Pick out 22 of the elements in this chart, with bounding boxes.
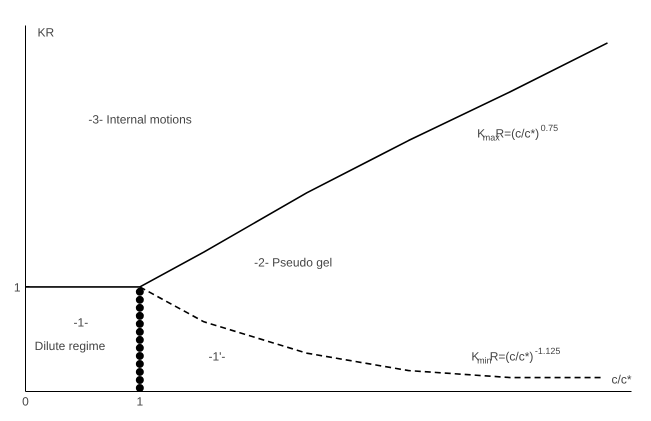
- point: [136, 304, 144, 312]
- annotation: -1'-: [208, 350, 226, 364]
- x-axis-title: c/c*: [611, 372, 632, 386]
- point: [136, 368, 144, 376]
- point: [136, 376, 144, 384]
- annotation: -2- Pseudo gel: [254, 256, 332, 270]
- point: [136, 360, 144, 368]
- point: [136, 328, 144, 336]
- point: [136, 288, 144, 296]
- point: [136, 320, 144, 328]
- annotation: Dilute regime: [34, 339, 106, 354]
- point: [136, 344, 144, 352]
- x-tick-label: 0: [22, 394, 30, 408]
- annotation: -3- Internal motions: [88, 112, 192, 127]
- annotation: 1: [14, 280, 21, 294]
- point: [136, 384, 144, 392]
- y-axis-title: KR: [38, 25, 55, 40]
- annotation: -1-: [74, 315, 88, 330]
- point: [136, 352, 144, 360]
- point: [136, 336, 144, 344]
- point: [136, 296, 144, 304]
- point: [136, 312, 144, 320]
